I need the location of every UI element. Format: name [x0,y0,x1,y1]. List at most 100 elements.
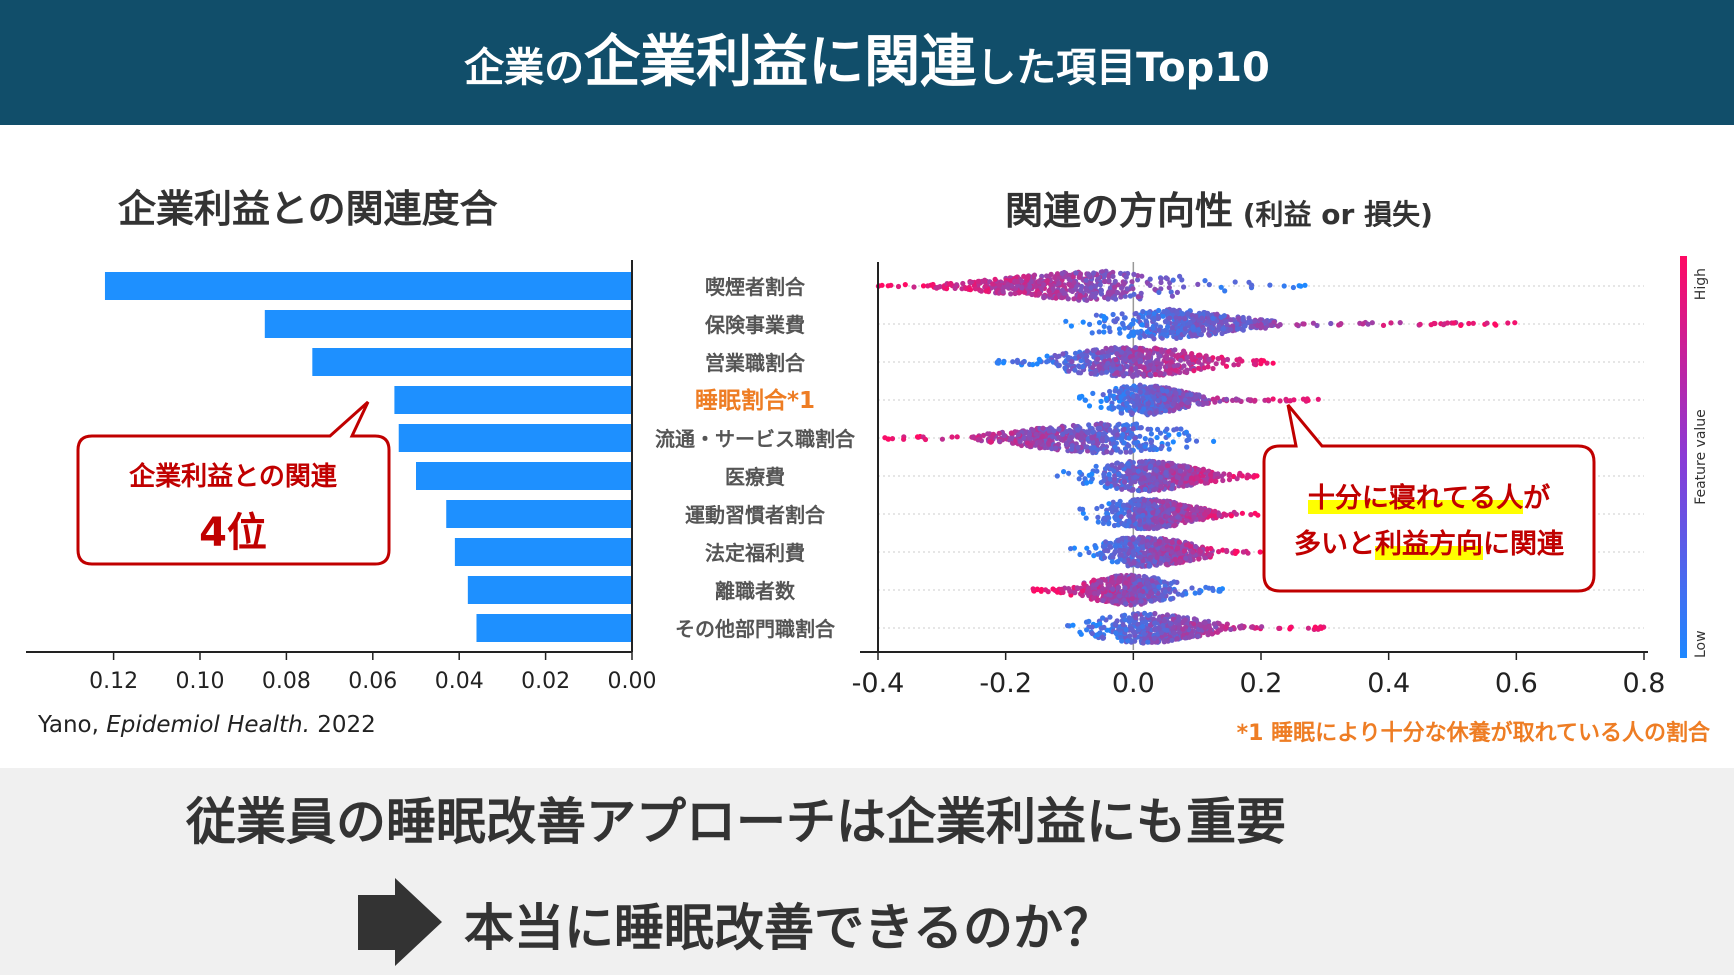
swarm-point [1122,585,1128,591]
swarm-point [1125,468,1131,474]
swarm-point [1157,353,1163,359]
swarm-point [1066,470,1072,476]
swarm-point [1079,352,1085,358]
swarm-point [1221,313,1227,319]
swarm-point [1216,323,1222,329]
swarm-point [1098,579,1104,585]
swarm-point [1131,560,1137,566]
swarm-point [1165,547,1171,553]
swarm-point [1021,273,1027,279]
swarm-point [952,285,958,291]
swarm-point [1111,468,1117,474]
swarm-point [985,431,991,437]
swarm-point [1075,427,1081,433]
swarm-point [967,287,974,293]
swarm-point [1117,365,1123,371]
swarm-point [1137,554,1143,560]
swarm-point [902,282,908,288]
swarm-point [1240,327,1246,333]
swarm-point [1440,322,1447,328]
swarm-point [1139,459,1145,465]
swarm-point [1093,545,1099,551]
swarm-point [1014,279,1020,285]
swarm-point [1071,279,1077,285]
swarm-point [1151,475,1157,481]
swarm-point [1360,321,1366,327]
swarm-point [1059,270,1065,276]
swarm-point [1223,363,1230,369]
swarm-point [1074,585,1080,591]
swarm-point [1213,478,1219,484]
swarm-point [1078,435,1084,441]
swarm-point [901,436,907,442]
swarm-point [1103,539,1109,545]
swarm-point [1106,274,1112,280]
swarm-point [1101,515,1107,521]
swarm-point [1151,395,1157,401]
swarm-point [1148,547,1154,553]
swarm-point [1174,310,1180,316]
swarm-point [1119,410,1125,416]
swarm-point [1228,513,1234,519]
swarm-point [1170,277,1176,283]
swarm-point [1089,330,1095,336]
swarm-point [1045,358,1051,364]
swarm-point [1120,431,1126,438]
swarm-point [1066,368,1072,374]
swarm-point [1110,503,1116,509]
swarm-point [1137,345,1143,351]
swarm-point [1338,321,1344,327]
bar-tick-label: 0.10 [176,669,225,694]
swarm-point [1190,324,1196,330]
swarm-point [1181,363,1187,369]
swarm-point [1170,482,1176,488]
swarm-point [1202,358,1208,364]
swarm-point [1100,392,1106,398]
swarm-point [1030,362,1036,368]
swarm-point [1212,508,1218,514]
swarm-point [1152,383,1158,389]
swarm-point [1192,543,1199,550]
swarm-point [1119,349,1125,355]
swarm-point [1076,370,1082,376]
swarm-point [1155,508,1161,514]
swarm-point [1158,370,1164,376]
swarm-point [1158,465,1164,471]
swarm-point [1195,467,1202,473]
swarm-point [939,436,946,442]
swarm-point [1090,365,1096,371]
swarm-point [1019,285,1025,291]
swarm-point [1202,511,1208,517]
swarm-point [1132,365,1138,372]
swarm-point [1075,432,1081,438]
swarm-point [1369,320,1375,326]
swarm-point [1110,273,1116,279]
swarm-point [1169,468,1175,474]
swarm-point [1219,330,1225,337]
swarm-point [1226,472,1232,478]
swarm-point [1114,432,1120,438]
swarm-point [1154,554,1160,561]
swarm-point [1079,283,1085,290]
swarm-point [1215,356,1221,362]
swarm-point [1262,325,1268,331]
swarm-point [1162,332,1168,338]
swarm-point [1166,446,1172,452]
swarm-point [1122,576,1128,582]
swarm-point [1097,365,1103,371]
swarm-point [1128,386,1134,392]
swarm-point [1120,290,1126,296]
swarm-point [1105,481,1111,487]
swarm-point [1136,536,1142,542]
swarm-point [1158,279,1164,286]
swarm-series [994,345,1276,379]
swarm-point [1186,436,1192,442]
swarm-point [1130,576,1136,583]
swarm-point [972,286,978,292]
swarm-point [1076,274,1082,280]
swarm-point [1118,552,1124,558]
swarm-point [1170,329,1176,335]
swarm-point [1175,545,1181,551]
swarm-point [1121,547,1127,554]
swarm-point [1166,432,1172,438]
